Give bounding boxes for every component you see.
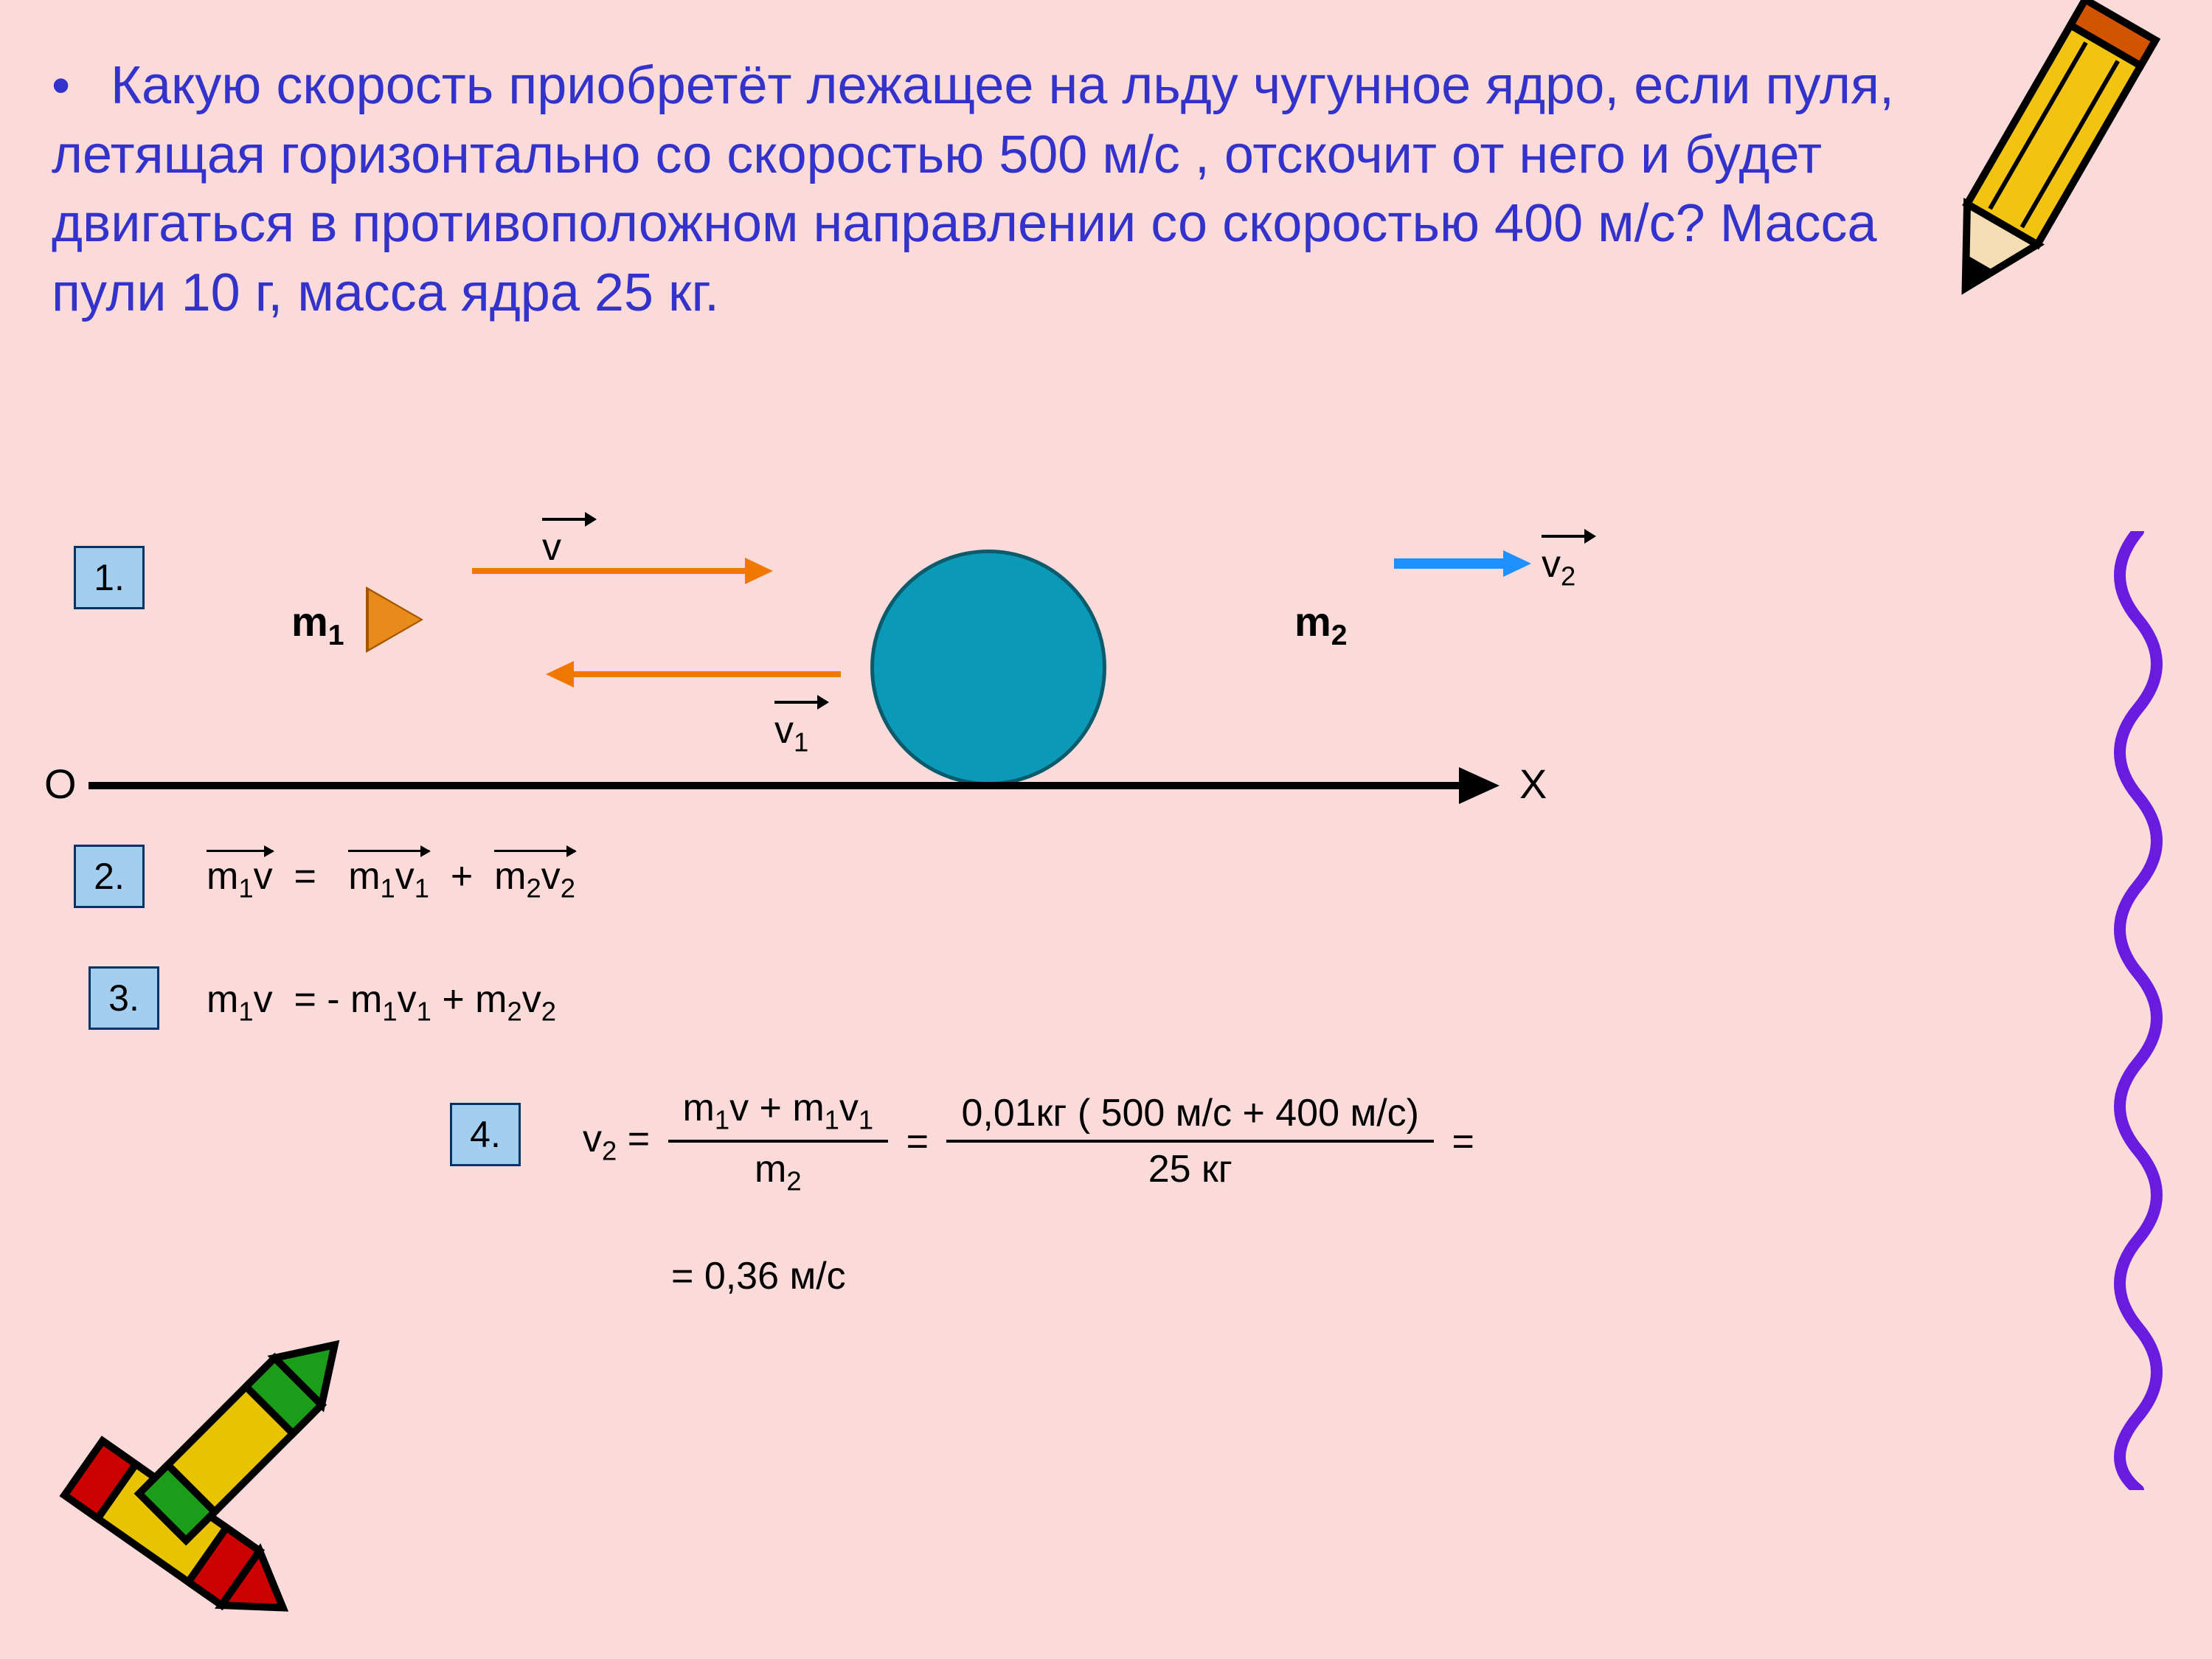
v1-arrow: [546, 671, 841, 677]
v-arrow: [472, 568, 767, 574]
equation-step4: v2 = m1v + m1v1 m2 = 0,01кг ( 500 м/с + …: [583, 1084, 1474, 1199]
cannonball-icon: [870, 550, 1106, 786]
problem-content: Какую скорость приобретёт лежащее на льд…: [52, 56, 1894, 322]
squiggle-icon: [2094, 531, 2182, 1490]
step-box-3: 3.: [89, 966, 159, 1030]
axis-origin-label: O: [44, 760, 77, 808]
step4-numerator: 0,01кг ( 500 м/с + 400 м/с): [946, 1090, 1434, 1137]
v1-vector-label: v1: [774, 708, 808, 758]
crayons-icon: [0, 1294, 443, 1659]
bullet-triangle-icon: [369, 590, 420, 649]
problem-text: • Какую скорость приобретёт лежащее на л…: [52, 52, 1969, 328]
equation-step2: m1v = m1v1 + m2v2: [207, 854, 575, 904]
equation-result: = 0,36 м/с: [671, 1254, 846, 1298]
bullet-icon: •: [52, 52, 96, 121]
v2-arrow: [1394, 561, 1527, 567]
axis-arrowhead-icon: [1459, 767, 1499, 804]
equation-step3: m1v = - m1v1 + m2v2: [207, 977, 556, 1027]
physics-slide: • Какую скорость приобретёт лежащее на л…: [0, 0, 2212, 1659]
axis-line: [89, 782, 1460, 789]
momentum-diagram: m1 v v1 m2: [0, 516, 2212, 900]
step-box-4: 4.: [450, 1103, 521, 1166]
v-vector-label: v: [542, 525, 561, 569]
step4-tail: =: [1452, 1120, 1474, 1163]
m1-label: m1: [291, 598, 344, 652]
v2-vector-label: v2: [1542, 542, 1575, 592]
axis-x-label: Х: [1519, 760, 1547, 808]
step4-denominator: 25 кг: [946, 1146, 1434, 1193]
m2-label: m2: [1294, 598, 1348, 652]
